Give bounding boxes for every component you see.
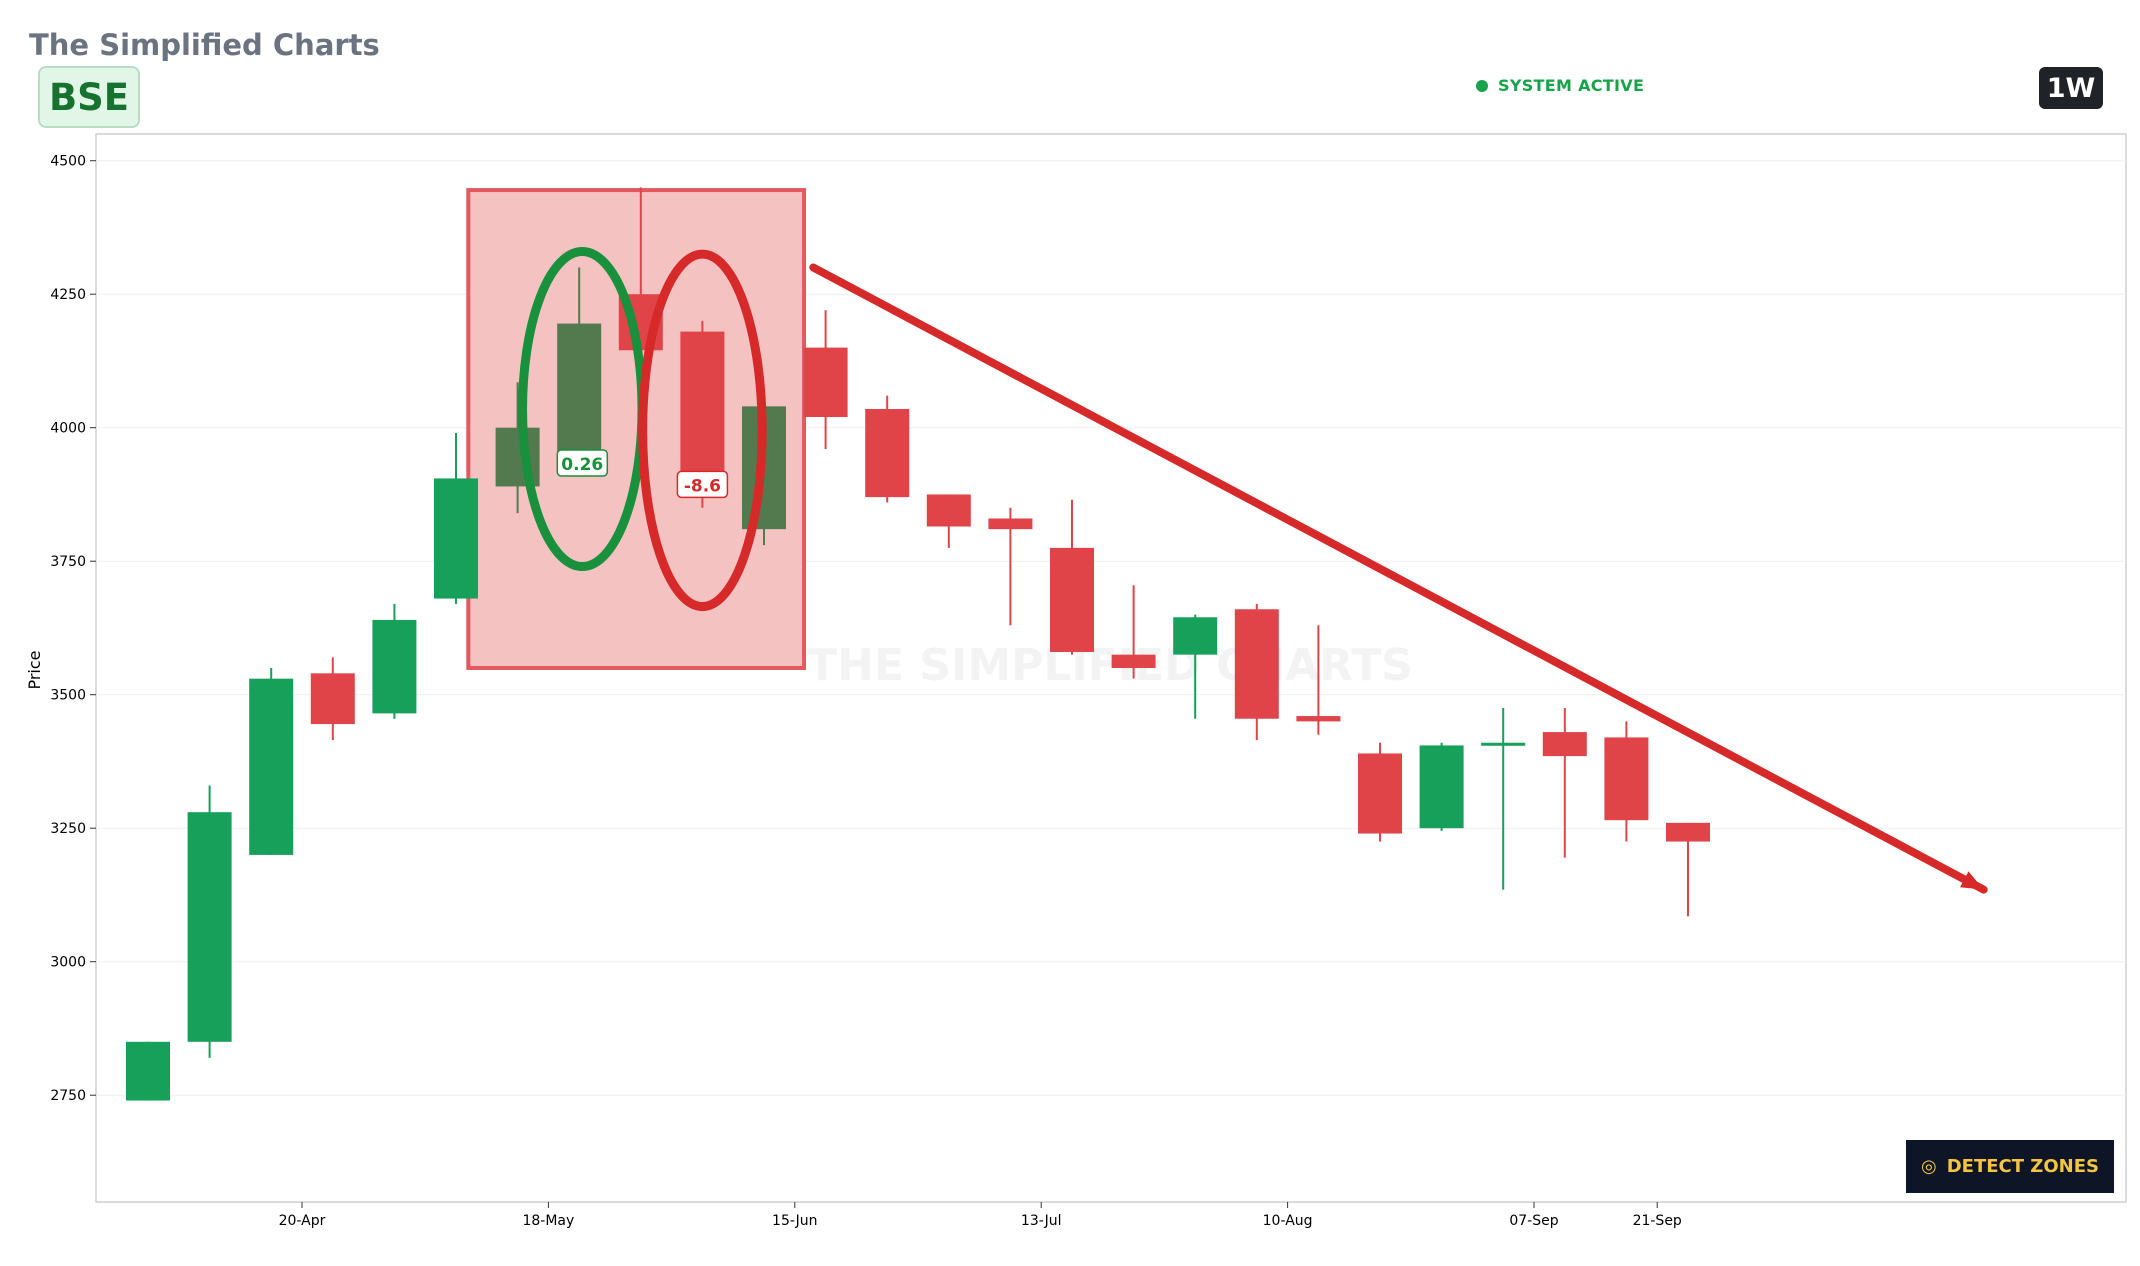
detect-zones-label: DETECT ZONES (1947, 1156, 2099, 1177)
y-tick-label: 2750 (50, 1088, 86, 1104)
candle-body (865, 409, 909, 497)
candle-body (557, 324, 601, 463)
x-tick-label: 18-May (522, 1213, 574, 1229)
x-tick-label: 15-Jun (772, 1213, 818, 1229)
candle-body (188, 812, 232, 1042)
candle (865, 396, 909, 503)
candle-body (372, 620, 416, 713)
candle-body (1420, 745, 1464, 828)
candle-body (1543, 732, 1587, 756)
watermark: THE SIMPLIFIED CHARTS (807, 640, 1413, 691)
candle-body (1296, 716, 1340, 721)
candle-body (804, 348, 848, 417)
ellipse-label: -8.6 (684, 476, 721, 496)
candle-body (311, 673, 355, 724)
candle-body (680, 332, 724, 492)
y-tick-label: 4250 (50, 287, 86, 303)
x-tick-label: 07-Sep (1509, 1213, 1558, 1229)
candle-body (249, 679, 293, 855)
y-tick-label: 3750 (50, 554, 86, 570)
candle-body (927, 494, 971, 526)
x-tick-label: 10-Aug (1263, 1213, 1313, 1229)
target-icon: ◎ (1921, 1156, 1937, 1177)
candle-body (1604, 737, 1648, 820)
candle (126, 1042, 170, 1101)
candle (1358, 743, 1402, 842)
candle (188, 785, 232, 1057)
candle-body (126, 1042, 170, 1101)
y-tick-label: 4000 (50, 421, 86, 437)
candle-body (1112, 655, 1156, 668)
candle (372, 604, 416, 719)
x-tick-label: 20-Apr (279, 1213, 326, 1229)
ellipse-label: 0.26 (561, 455, 603, 475)
x-tick-label: 21-Sep (1633, 1213, 1682, 1229)
candle-body (1050, 548, 1094, 652)
y-tick-label: 3250 (50, 821, 86, 837)
y-tick-label: 4500 (50, 154, 86, 170)
candle-body (1358, 753, 1402, 833)
y-tick-label: 3500 (50, 688, 86, 704)
candle-body (1235, 609, 1279, 718)
detect-zones-button[interactable]: ◎ DETECT ZONES (1906, 1140, 2114, 1193)
candle-body (434, 478, 478, 598)
candle-body (1481, 743, 1525, 746)
candle (249, 668, 293, 855)
candle-body (1666, 823, 1710, 842)
x-tick-label: 13-Jul (1021, 1213, 1062, 1229)
y-tick-label: 3000 (50, 955, 86, 971)
candle-body (496, 428, 540, 487)
candle-body (1173, 617, 1217, 654)
candle-body (988, 518, 1032, 529)
y-axis-label: Price (25, 650, 44, 689)
candle (1420, 743, 1464, 831)
